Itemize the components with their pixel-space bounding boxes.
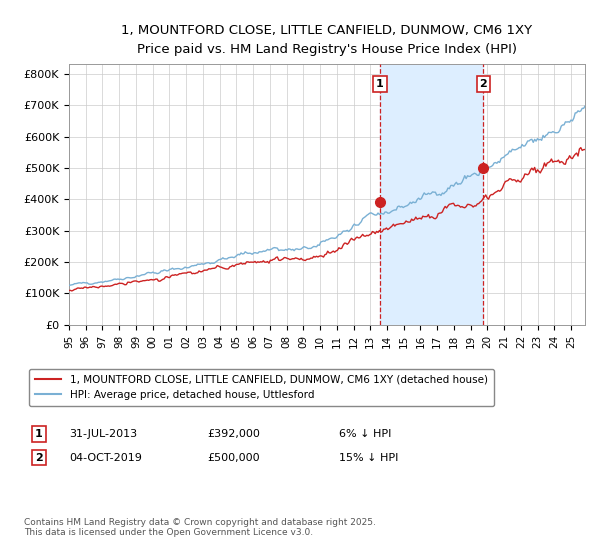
Text: 6% ↓ HPI: 6% ↓ HPI bbox=[339, 429, 391, 439]
Bar bbox=[380, 64, 483, 325]
Text: 15% ↓ HPI: 15% ↓ HPI bbox=[339, 452, 398, 463]
Text: 1: 1 bbox=[35, 429, 43, 439]
Text: £392,000: £392,000 bbox=[207, 429, 260, 439]
Legend: 1, MOUNTFORD CLOSE, LITTLE CANFIELD, DUNMOW, CM6 1XY (detached house), HPI: Aver: 1, MOUNTFORD CLOSE, LITTLE CANFIELD, DUN… bbox=[29, 368, 494, 407]
Text: 04-OCT-2019: 04-OCT-2019 bbox=[69, 452, 142, 463]
Title: 1, MOUNTFORD CLOSE, LITTLE CANFIELD, DUNMOW, CM6 1XY
Price paid vs. HM Land Regi: 1, MOUNTFORD CLOSE, LITTLE CANFIELD, DUN… bbox=[121, 24, 533, 57]
Text: Contains HM Land Registry data © Crown copyright and database right 2025.
This d: Contains HM Land Registry data © Crown c… bbox=[24, 518, 376, 538]
Text: £500,000: £500,000 bbox=[207, 452, 260, 463]
Text: 31-JUL-2013: 31-JUL-2013 bbox=[69, 429, 137, 439]
Text: 2: 2 bbox=[479, 79, 487, 89]
Text: 2: 2 bbox=[35, 452, 43, 463]
Text: 1: 1 bbox=[376, 79, 384, 89]
